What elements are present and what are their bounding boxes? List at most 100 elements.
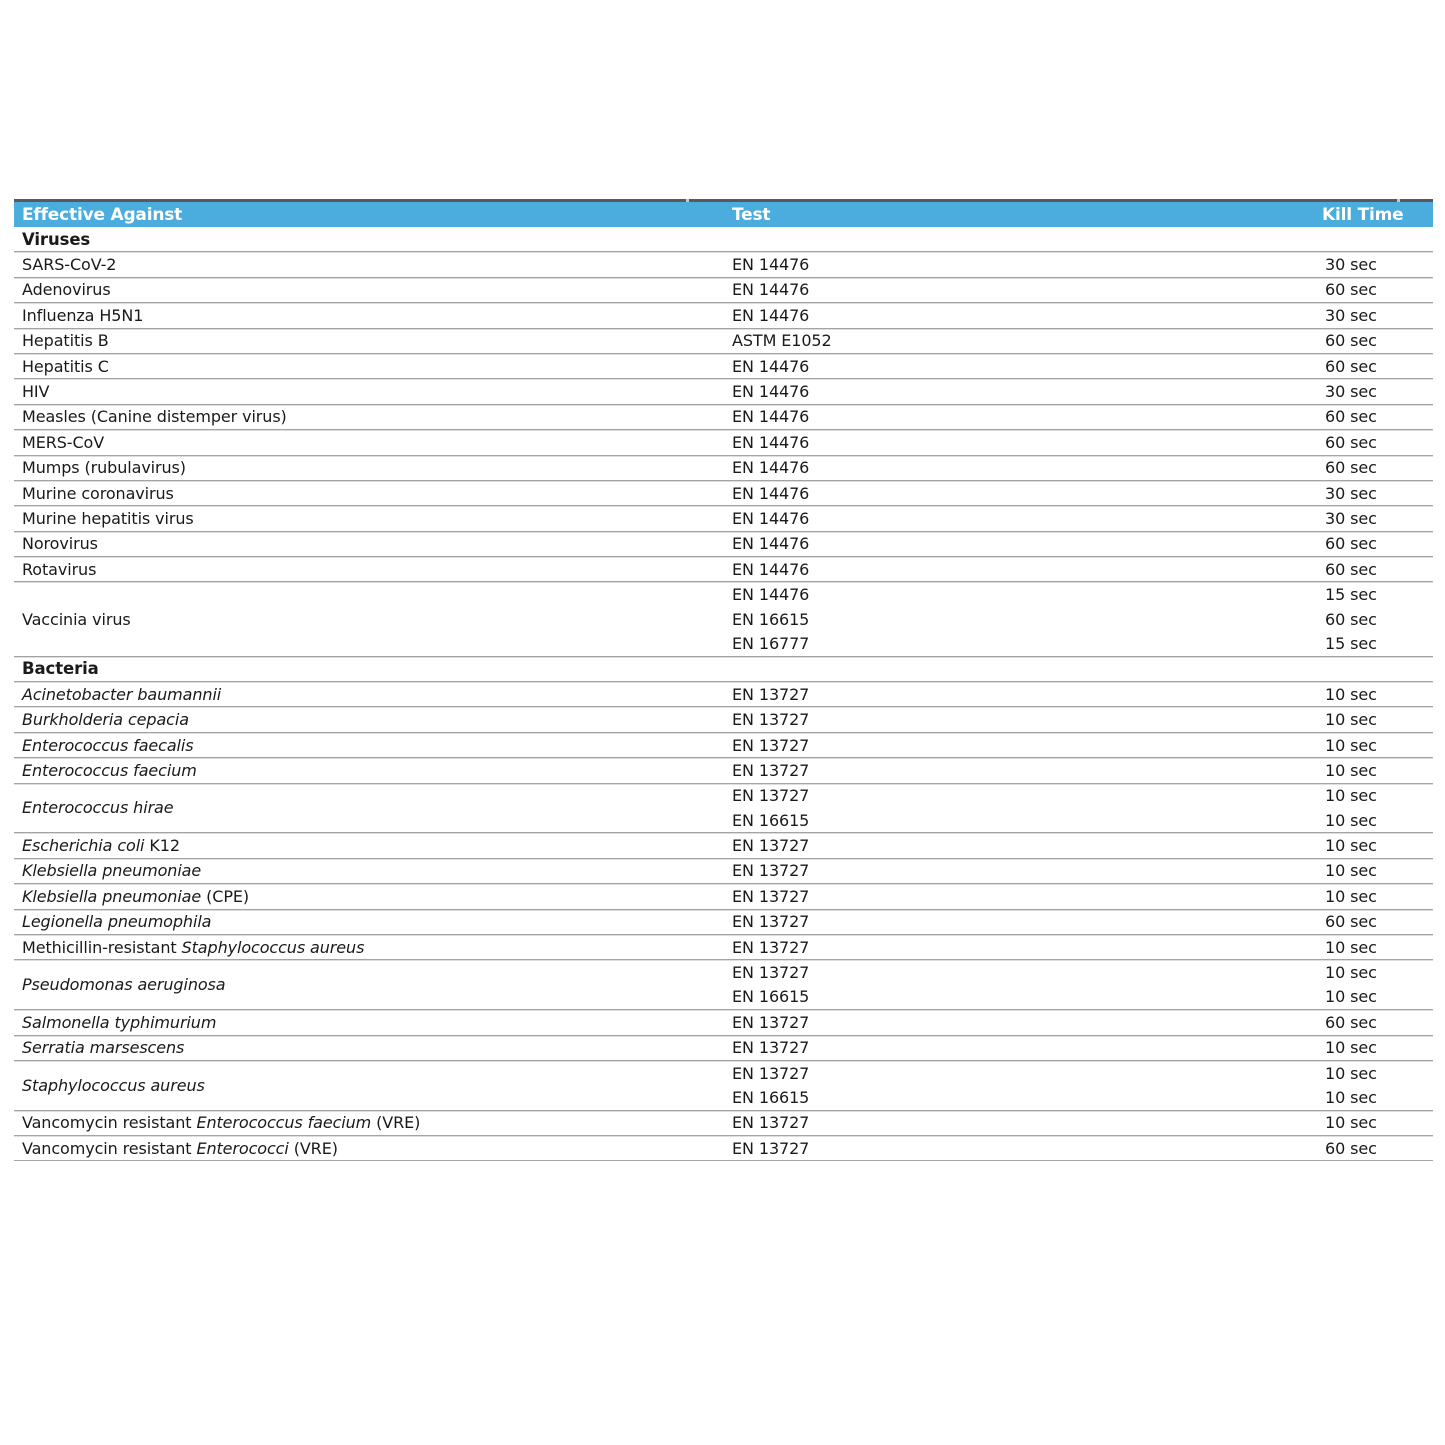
- column-divider-notch: [1397, 199, 1400, 202]
- test-value: EN 13727: [732, 1138, 810, 1158]
- table-row: Adenovirus EN 14476 60 sec: [14, 276, 1433, 302]
- test-cell: EN 13727: [718, 833, 1308, 857]
- kill-time-value: 10 sec: [1325, 1038, 1377, 1058]
- test-value: EN 14476: [732, 407, 810, 427]
- test-cell: EN 13727: [718, 1036, 1308, 1060]
- kill-time-value: 10 sec: [1325, 810, 1377, 830]
- name-part: Enterococcus faecium: [196, 1113, 372, 1133]
- name-part: K12: [144, 836, 180, 856]
- kill-time-cell: 60 sec: [1308, 557, 1433, 581]
- test-cell: EN 13727: [718, 910, 1308, 934]
- organism-name-cell: Mumps (rubulavirus): [14, 456, 718, 480]
- name-part: Vancomycin resistant: [22, 1138, 197, 1158]
- organism-name-cell: Klebsiella pneumoniae (CPE): [14, 884, 718, 908]
- section-label: Bacteria: [22, 659, 99, 679]
- column-header-effective-against: Effective Against: [22, 204, 183, 225]
- kill-time-value: 10 sec: [1325, 963, 1377, 983]
- organism-name-cell: Adenovirus: [14, 278, 718, 302]
- kill-time-value: 10 sec: [1325, 735, 1377, 755]
- kill-time-cell: 60 sec: [1308, 278, 1433, 302]
- organism-name-cell: Serratia marsescens: [14, 1036, 718, 1060]
- table-row: Klebsiella pneumoniae (CPE) EN 13727 10 se…: [14, 883, 1433, 908]
- test-cell: EN 14476: [718, 379, 1308, 403]
- test-cell: ASTM E1052: [718, 329, 1308, 353]
- table-bottom-border: [14, 1160, 1433, 1162]
- table-row: Rotavirus EN 14476 60 sec: [14, 556, 1433, 581]
- organism-name-cell: Methicillin-resistant Staphylococcus aur…: [14, 935, 718, 959]
- test-value: EN 13727: [732, 963, 810, 983]
- table-top-border: [14, 199, 1433, 202]
- test-value: EN 14476: [732, 356, 810, 376]
- kill-time-value: 10 sec: [1325, 861, 1377, 881]
- name-part: Murine coronavirus: [22, 483, 174, 503]
- table-row: Vaccinia virus EN 14476 EN 16615 EN 16777 15…: [14, 581, 1433, 655]
- test-value: EN 16615: [732, 1087, 810, 1107]
- test-cell: EN 14476: [718, 481, 1308, 505]
- organism-name: MERS-CoV: [22, 433, 104, 452]
- kill-time-cell: 10 sec: [1308, 833, 1433, 857]
- organism-name: Salmonella typhimurium: [22, 1013, 216, 1032]
- test-value: EN 16615: [732, 810, 810, 830]
- test-value: EN 13727: [732, 1113, 810, 1133]
- test-cell: EN 14476: [718, 430, 1308, 454]
- organism-name: Klebsiella pneumoniae (CPE): [22, 887, 249, 906]
- kill-time-value: 60 sec: [1325, 432, 1377, 452]
- organism-name: Influenza H5N1: [22, 306, 143, 325]
- test-value: EN 16777: [732, 633, 810, 653]
- column-header-kill-time: Kill Time: [1322, 204, 1404, 225]
- test-value: ASTM E1052: [732, 331, 832, 351]
- test-value: EN 14476: [732, 458, 810, 478]
- organism-name-cell: Staphylococcus aureus: [14, 1061, 718, 1110]
- kill-time-value: 60 sec: [1325, 331, 1377, 351]
- kill-time-cell: 60 sec: [1308, 329, 1433, 353]
- test-value: EN 13727: [732, 760, 810, 780]
- name-part: Methicillin-resistant: [22, 937, 182, 957]
- kill-time-cell: 10 sec: [1308, 1111, 1433, 1135]
- name-part: Klebsiella pneumoniae: [22, 861, 202, 881]
- kill-time-value: 10 sec: [1325, 684, 1377, 704]
- test-cell: EN 13727: [718, 758, 1308, 782]
- table-row: Vancomycin resistant Enterococci (VRE) EN…: [14, 1135, 1433, 1160]
- name-part: Mumps (rubulavirus): [22, 458, 186, 478]
- organism-name: Legionella pneumophila: [22, 912, 211, 931]
- name-part: Vaccinia virus: [22, 609, 131, 629]
- kill-time-cell: 30 sec: [1308, 379, 1433, 403]
- name-part: Murine hepatitis virus: [22, 508, 194, 528]
- table-row: Pseudomonas aeruginosa EN 13727 EN 16615 10…: [14, 959, 1433, 1009]
- organism-name-cell: Acinetobacter baumannii: [14, 682, 718, 706]
- name-part: (CPE): [201, 886, 250, 906]
- test-value: EN 14476: [732, 534, 810, 554]
- name-part: Enterococci: [196, 1138, 289, 1158]
- kill-time-value: 60 sec: [1325, 912, 1377, 932]
- kill-time-value: 10 sec: [1325, 710, 1377, 730]
- test-cell: EN 14476: [718, 405, 1308, 429]
- test-value: EN 13727: [732, 861, 810, 881]
- kill-time-cell: 60 sec: [1308, 532, 1433, 556]
- test-cell: EN 13727 EN 16615: [718, 1061, 1308, 1110]
- table-row: Murine coronavirus EN 14476 30 sec: [14, 479, 1433, 505]
- table-row: Salmonella typhimurium EN 13727 60 sec: [14, 1009, 1433, 1034]
- name-part: Adenovirus: [22, 280, 111, 300]
- table-row: Methicillin-resistant Staphylococcus aur…: [14, 933, 1433, 959]
- kill-time-value: 10 sec: [1325, 886, 1377, 906]
- test-value: EN 13727: [732, 836, 810, 856]
- organism-name-cell: Influenza H5N1: [14, 303, 718, 327]
- organism-name: Vancomycin resistant Enterococci (VRE): [22, 1139, 338, 1158]
- name-part: Burkholderia cepacia: [22, 710, 189, 730]
- organism-name: Measles (Canine distemper virus): [22, 407, 287, 426]
- test-value: EN 16615: [732, 987, 810, 1007]
- test-cell: EN 14476: [718, 532, 1308, 556]
- kill-time-value: 10 sec: [1325, 1113, 1377, 1133]
- name-part: Influenza H5N1: [22, 305, 144, 325]
- kill-time-value: 10 sec: [1325, 1087, 1377, 1107]
- kill-time-cell: 60 sec: [1308, 1010, 1433, 1034]
- table-row: Measles (Canine distemper virus) EN 14476…: [14, 403, 1433, 429]
- name-part: Norovirus: [22, 534, 98, 554]
- organism-name: Pseudomonas aeruginosa: [22, 975, 226, 994]
- name-part: Enterococcus faecalis: [22, 735, 194, 755]
- kill-time-cell: 10 sec: [1308, 1036, 1433, 1060]
- organism-name-cell: Measles (Canine distemper virus): [14, 405, 718, 429]
- name-part: Staphylococcus aureus: [22, 1075, 205, 1095]
- organism-name-cell: Vancomycin resistant Enterococci (VRE): [14, 1136, 718, 1160]
- organism-name: HIV: [22, 382, 50, 401]
